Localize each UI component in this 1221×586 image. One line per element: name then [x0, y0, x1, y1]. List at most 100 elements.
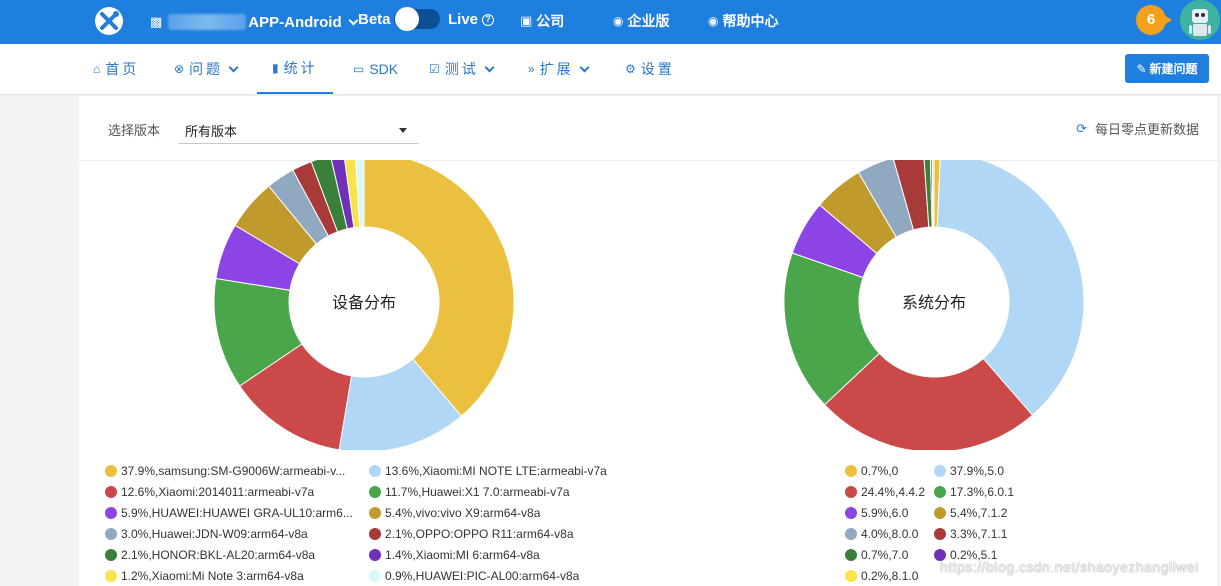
robot-avatar-icon: [1180, 0, 1220, 40]
legend-item[interactable]: 5.4%,7.1.2: [934, 505, 1007, 521]
help-icon: ◉: [708, 14, 719, 28]
pie-slice[interactable]: [936, 160, 1085, 416]
legend-label: 0.7%,0: [861, 464, 899, 478]
refresh-note-text: 每日零点更新数据: [1094, 122, 1199, 137]
legend-color-dot: [369, 465, 381, 477]
notification-badge[interactable]: 6: [1136, 5, 1172, 35]
chevron-down-icon: [484, 62, 495, 72]
extend-icon: »: [528, 62, 535, 76]
pie-slice[interactable]: [355, 160, 365, 228]
bar-chart-icon: ▮: [272, 61, 279, 75]
divider: [79, 160, 1217, 161]
legend-color-dot: [845, 486, 857, 498]
enterprise-icon: ◉: [613, 14, 624, 28]
pie-slice[interactable]: [363, 160, 515, 417]
legend-item[interactable]: 5.9%,6.0: [845, 505, 908, 521]
legend-label: 3.0%,Huawei:JDN-W09:arm64-v8a: [121, 527, 308, 541]
legend-item[interactable]: 1.4%,Xiaomi:MI 6:arm64-v8a: [369, 547, 540, 563]
legend-item[interactable]: 17.3%,6.0.1: [934, 484, 1014, 500]
company-link[interactable]: ▣ 公司: [520, 11, 564, 31]
legend-color-dot: [105, 570, 117, 582]
chevron-down-icon: [579, 62, 590, 72]
legend-item[interactable]: 0.9%,HUAWEI:PIC-AL00:arm64-v8a: [369, 568, 579, 584]
tab-home[interactable]: ⌂ 首页: [93, 44, 139, 94]
toggle-knob: [395, 7, 419, 31]
bug-icon: ⊗: [174, 62, 185, 76]
legend-item[interactable]: 4.0%,8.0.0: [845, 526, 918, 542]
legend-item[interactable]: 37.9%,5.0: [934, 463, 1004, 479]
sub-navigation: ⌂ 首页 ⊗ 问题 ▮ 统计 ▭ SDK ☑ 测试 » 扩展 ⚙ 设置 ✎ 新建…: [0, 44, 1221, 95]
tab-issues[interactable]: ⊗ 问题: [174, 44, 239, 94]
legend-item[interactable]: 1.2%,Xiaomi:Mi Note 3:arm64-v8a: [105, 568, 304, 584]
sdk-icon: ▭: [353, 62, 365, 76]
legend-color-dot: [105, 486, 117, 498]
legend-item[interactable]: 3.3%,7.1.1: [934, 526, 1007, 542]
legend-label: 4.0%,8.0.0: [861, 527, 919, 541]
legend-label: 1.4%,Xiaomi:MI 6:arm64-v8a: [385, 548, 540, 562]
legend-color-dot: [105, 549, 117, 561]
legend-item[interactable]: 13.6%,Xiaomi:MI NOTE LTE:armeabi-v7a: [369, 463, 607, 479]
legend-color-dot: [105, 507, 117, 519]
live-text: Live: [448, 11, 479, 28]
device-legend: 37.9%,samsung:SM-G9006W:armeabi-v... 13.6…: [105, 463, 645, 586]
new-issue-button[interactable]: ✎ 新建问题: [1125, 54, 1209, 83]
version-select[interactable]: 所有版本: [179, 114, 419, 144]
avatar[interactable]: [1180, 0, 1220, 40]
gear-icon: ⚙: [625, 62, 636, 76]
legend-item[interactable]: 24.4%,4.4.2: [845, 484, 925, 500]
legend-item[interactable]: 0.2%,5.1: [934, 547, 997, 563]
legend-item[interactable]: 0.7%,0: [845, 463, 898, 479]
enterprise-link[interactable]: ◉ 企业版: [613, 11, 669, 31]
beta-label: Beta: [358, 11, 391, 28]
legend-item[interactable]: 3.0%,Huawei:JDN-W09:arm64-v8a: [105, 526, 308, 542]
test-icon: ☑: [429, 62, 440, 76]
legend-item[interactable]: 11.7%,Huawei:X1 7.0:armeabi-v7a: [369, 484, 570, 500]
legend-item[interactable]: 5.4%,vivo:vivo X9:arm64-v8a: [369, 505, 540, 521]
version-label: 选择版本: [108, 123, 161, 138]
legend-color-dot: [845, 528, 857, 540]
legend-label: 12.6%,Xiaomi:2014011:armeabi-v7a: [121, 485, 315, 499]
legend-label: 3.3%,7.1.1: [950, 527, 1008, 541]
logo-icon[interactable]: [93, 5, 125, 37]
legend-item[interactable]: 2.1%,HONOR:BKL-AL20:arm64-v8a: [105, 547, 315, 563]
legend-label: 0.9%,HUAWEI:PIC-AL00:arm64-v8a: [385, 569, 580, 583]
tab-testing[interactable]: ☑ 测试: [429, 44, 495, 94]
tab-label: 测试: [444, 61, 479, 77]
legend-item[interactable]: 5.9%,HUAWEI:HUAWEI GRA-UL10:arm6...: [105, 505, 353, 521]
tab-label: 统计: [283, 60, 318, 76]
tab-label: 设置: [640, 61, 675, 77]
legend-item[interactable]: 12.6%,Xiaomi:2014011:armeabi-v7a: [105, 484, 314, 500]
tab-extensions[interactable]: » 扩展: [528, 44, 590, 94]
tab-label: 扩展: [539, 61, 574, 77]
tab-sdk[interactable]: ▭ SDK: [353, 44, 398, 94]
system-distribution-chart: 系统分布: [783, 160, 1085, 450]
pie-slice[interactable]: [931, 160, 935, 228]
help-center-link[interactable]: ◉ 帮助中心: [708, 11, 778, 31]
legend-item[interactable]: 37.9%,samsung:SM-G9006W:armeabi-v...: [105, 463, 345, 479]
app-selector[interactable]: ▩ APP-Android: [150, 11, 359, 33]
legend-label: 2.1%,OPPO:OPPO R11:arm64-v8a: [385, 527, 574, 541]
watermark: https://blog.csdn.net/shaoyezhangliwei: [940, 559, 1199, 575]
chart-center-title: 设备分布: [332, 293, 396, 312]
legend-color-dot: [934, 528, 946, 540]
legend-label: 37.9%,samsung:SM-G9006W:armeabi-v...: [121, 464, 346, 478]
legend-item[interactable]: 0.2%,8.1.0: [845, 568, 918, 584]
beta-live-toggle[interactable]: [394, 7, 440, 31]
legend-item[interactable]: 0.7%,7.0: [845, 547, 908, 563]
legend-color-dot: [105, 465, 117, 477]
legend-label: 37.9%,5.0: [950, 464, 1005, 478]
chevron-down-icon: [348, 15, 359, 25]
android-icon: ▩: [150, 14, 163, 29]
help-circle-icon[interactable]: ?: [482, 13, 495, 26]
top-bar: ▩ APP-Android Beta Live ? ▣ 公司 ◉ 企业版 ◉ 帮…: [0, 0, 1221, 44]
app-name: APP-Android: [248, 13, 342, 31]
chevron-down-icon: [228, 62, 239, 72]
legend-label: 5.4%,vivo:vivo X9:arm64-v8a: [385, 506, 541, 520]
tab-statistics[interactable]: ▮ 统计: [257, 44, 333, 94]
legend-label: 2.1%,HONOR:BKL-AL20:arm64-v8a: [121, 548, 316, 562]
building-icon: ▣: [520, 13, 533, 28]
legend-color-dot: [369, 507, 381, 519]
tab-settings[interactable]: ⚙ 设置: [625, 44, 675, 94]
legend-item[interactable]: 2.1%,OPPO:OPPO R11:arm64-v8a: [369, 526, 574, 542]
pie-slice[interactable]: [823, 352, 1034, 450]
